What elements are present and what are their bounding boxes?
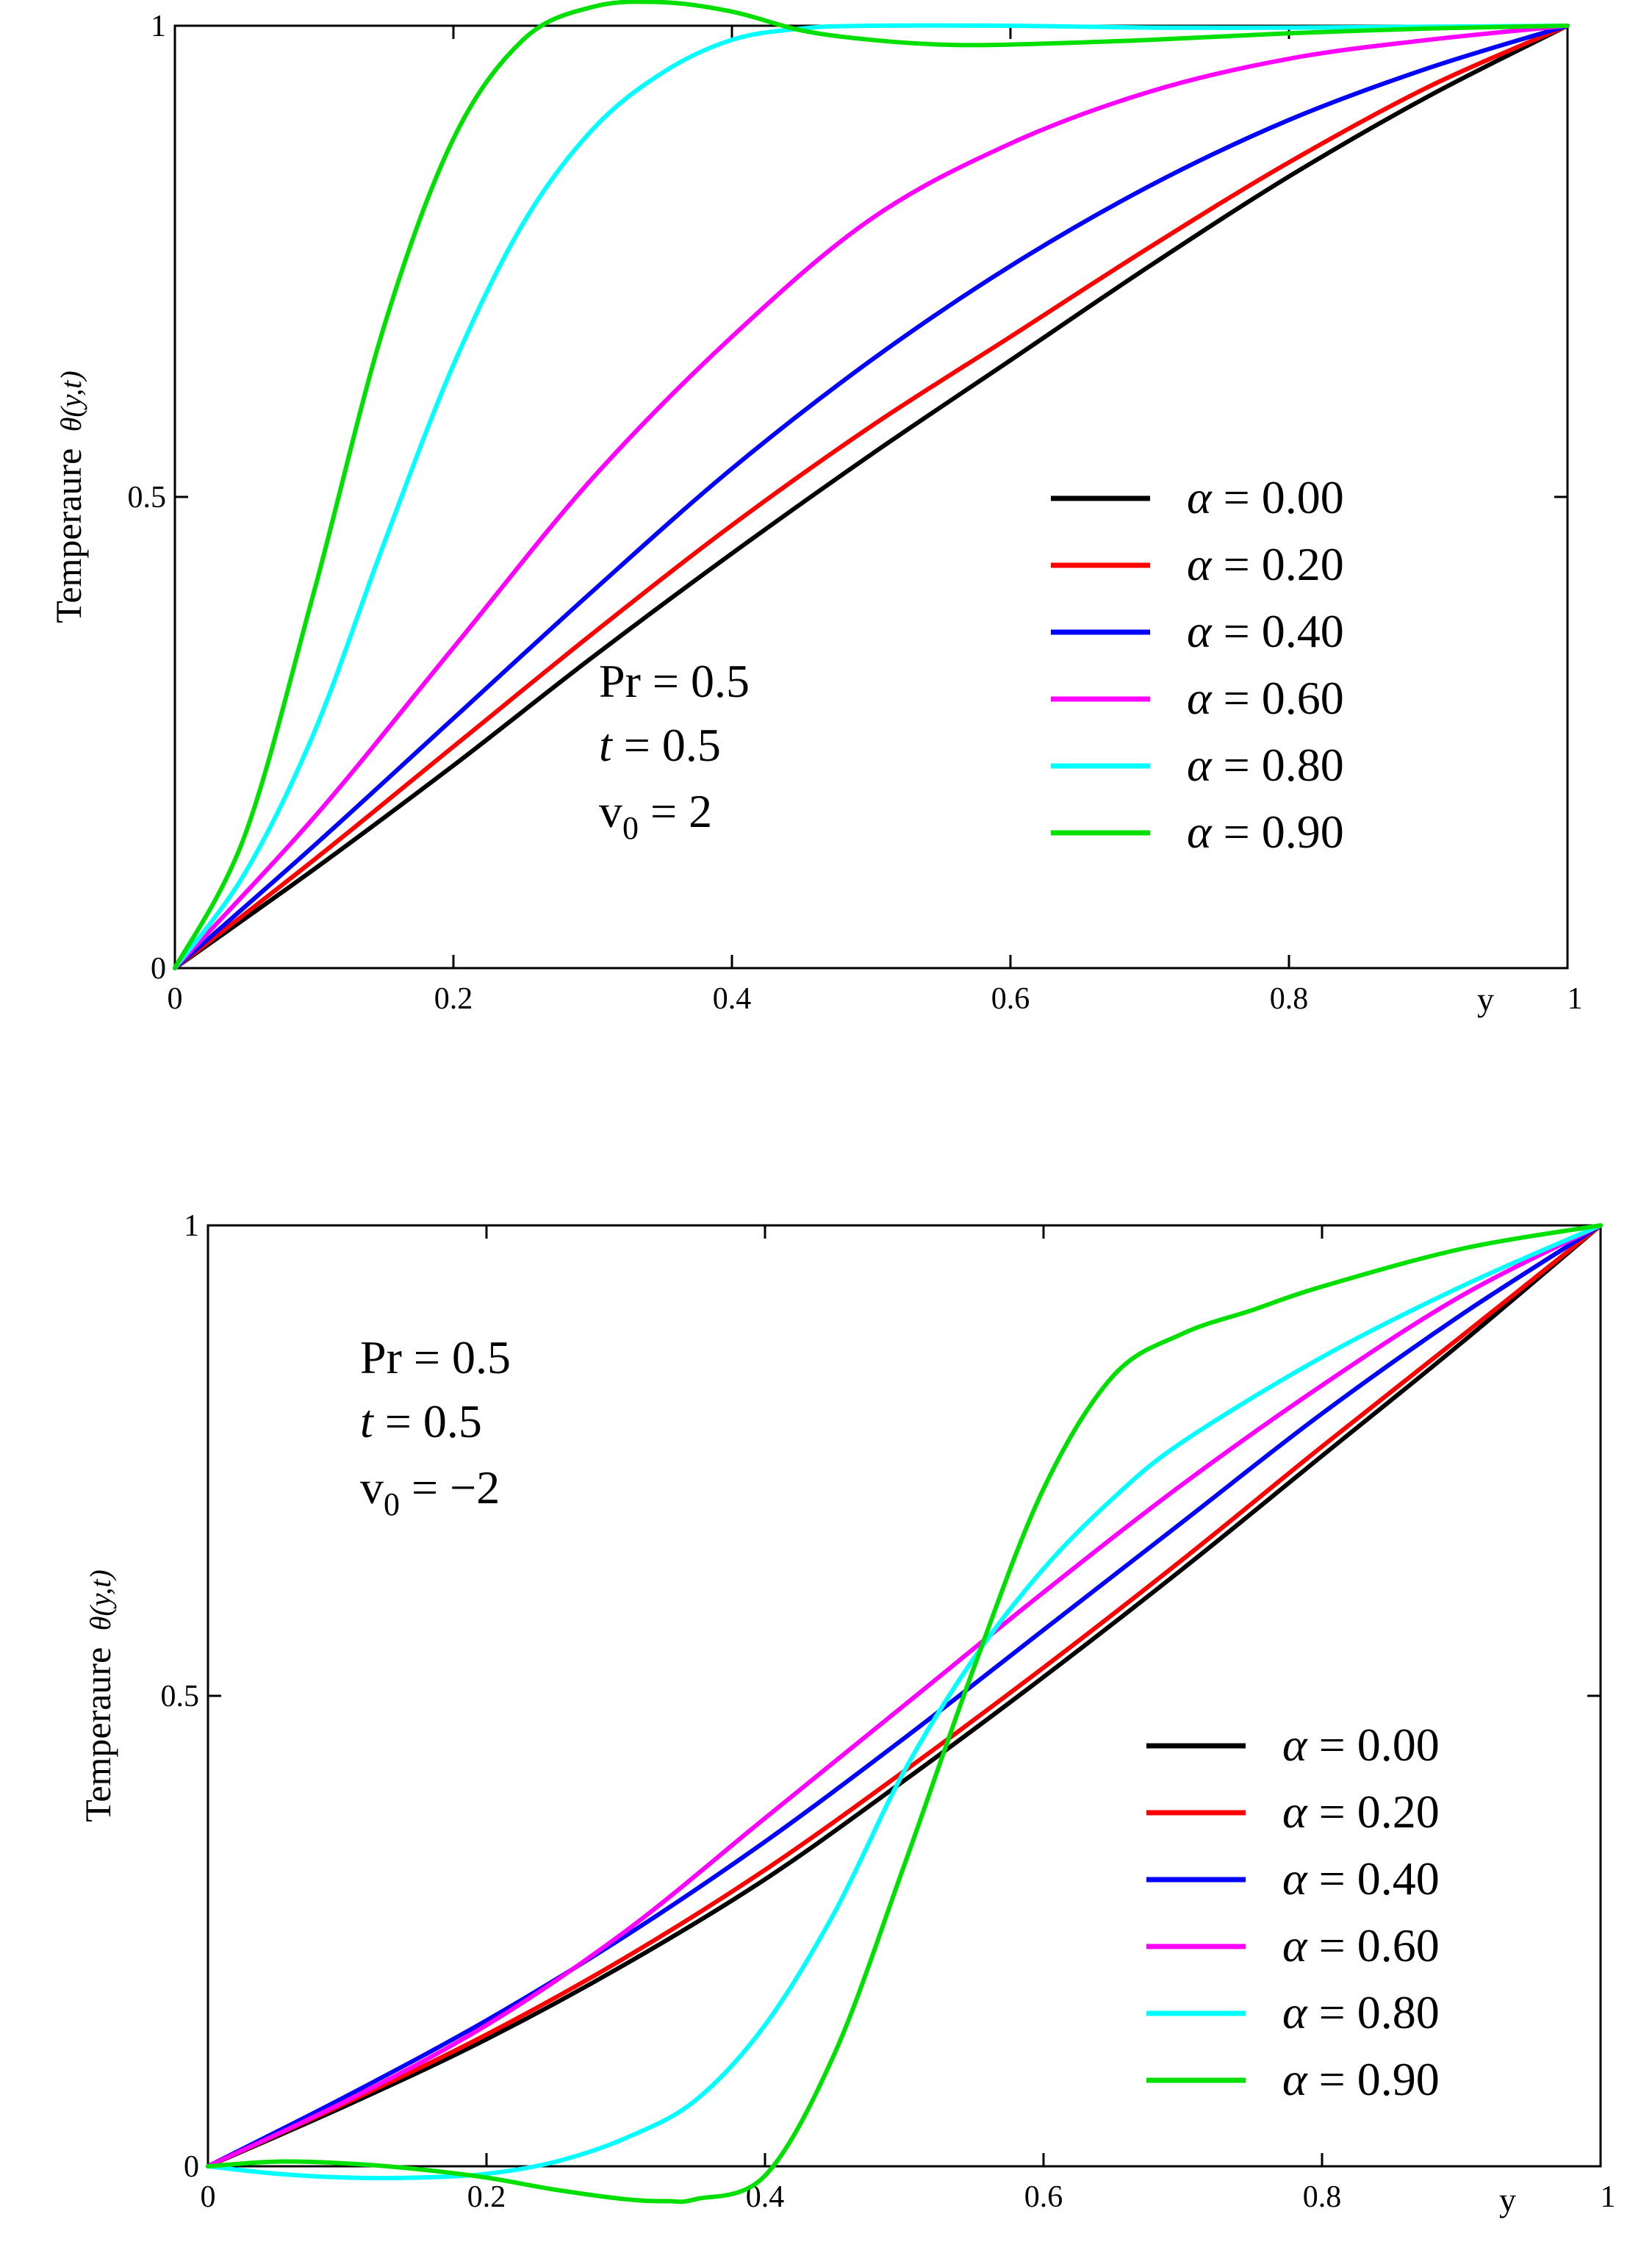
x-tick-label: 0.4	[713, 982, 752, 1016]
x-tick-label: 0	[168, 982, 183, 1016]
y-axis-label: Temperaure θ(y,t)	[48, 370, 89, 623]
chart-top: 0 0.2 0.4 0.6 0.8 100.51 Temperaure θ(y,t) y …	[48, 0, 1583, 1018]
series-line-4	[206, 1223, 1603, 2180]
x-tick-label: 0.2	[467, 2180, 506, 2214]
series-curves	[206, 1223, 1603, 2205]
param-t: t = 0.5	[599, 719, 721, 771]
legend-label: α = 0.20	[1187, 538, 1344, 590]
legend-label: α = 0.80	[1187, 739, 1344, 791]
legend-label: α = 0.40	[1282, 1852, 1440, 1905]
x-tick-label: 0.2	[434, 982, 473, 1016]
legend-label: α = 0.80	[1282, 1986, 1440, 2038]
y-axis-label: Temperaure θ(y,t)	[77, 1569, 118, 1822]
plot-frame	[173, 24, 1569, 970]
series-line-4	[173, 23, 1570, 970]
x-axis-label: y	[1477, 981, 1494, 1018]
x-tick-label: 1	[1601, 2180, 1616, 2214]
legend: α = 0.00 α = 0.20 α = 0.40 α = 0.60 α = 0.80…	[1146, 1719, 1440, 2105]
y-axis-label-text: Temperaure θ(y,t)	[48, 370, 89, 623]
x-tick-label: 0	[201, 2180, 216, 2214]
x-tick-label: 0.8	[1270, 982, 1309, 1016]
param-t: t = 0.5	[360, 1395, 482, 1447]
series-line-2	[173, 24, 1570, 970]
series-line-2	[206, 1223, 1603, 2168]
legend-label: α = 0.00	[1282, 1719, 1440, 1771]
parameter-block: Pr = 0.5 t = 0.5 v0 = −2	[360, 1331, 511, 1522]
series-line-1	[206, 1223, 1603, 2168]
series-line-5	[173, 0, 1570, 970]
y-axis-label-text: Temperaure θ(y,t)	[77, 1569, 118, 1822]
x-tick-label: 0.6	[991, 982, 1030, 1016]
legend-label: α = 0.20	[1282, 1786, 1440, 1838]
parameter-block: Pr = 0.5 t = 0.5 v0 = 2	[599, 655, 750, 846]
series-line-1	[173, 24, 1570, 970]
series-line-3	[206, 1223, 1603, 2168]
legend-label: α = 0.90	[1282, 2053, 1440, 2105]
y-tick-label: 0.5	[161, 1680, 200, 1713]
param-v0: v0 = −2	[360, 1461, 500, 1522]
series-line-0	[173, 24, 1570, 970]
legend-label: α = 0.40	[1187, 605, 1344, 657]
legend-label: α = 0.60	[1282, 1919, 1440, 1971]
y-tick-label: 0	[184, 2150, 199, 2184]
series-line-3	[173, 24, 1570, 970]
param-pr: Pr = 0.5	[360, 1331, 511, 1383]
series-line-5	[206, 1223, 1603, 2205]
x-tick-label: 1	[1567, 982, 1583, 1016]
legend-label: α = 0.60	[1187, 672, 1344, 724]
chart-bottom: 0 0.2 0.4 0.6 0.8 100.51 Temperaure θ(y,t) y …	[77, 1209, 1616, 2218]
legend: α = 0.00 α = 0.20 α = 0.40 α = 0.60 α = 0.80…	[1051, 471, 1344, 858]
legend-label: α = 0.90	[1187, 806, 1344, 858]
x-tick-label: 0.6	[1024, 2180, 1063, 2214]
series-line-0	[206, 1223, 1603, 2168]
axis-ticks: 0 0.2 0.4 0.6 0.8 100.51	[161, 1209, 1616, 2214]
legend-label: α = 0.00	[1187, 471, 1344, 523]
y-tick-label: 0.5	[128, 481, 167, 515]
x-tick-label: 0.8	[1303, 2180, 1342, 2214]
y-tick-label: 0	[151, 952, 166, 986]
param-v0: v0 = 2	[599, 785, 712, 846]
y-tick-label: 1	[184, 1209, 199, 1243]
series-curves	[173, 0, 1570, 970]
param-pr: Pr = 0.5	[599, 655, 750, 707]
y-tick-label: 1	[151, 10, 166, 43]
axis-ticks: 0 0.2 0.4 0.6 0.8 1 0 0.5 1	[128, 10, 1583, 1016]
x-axis-label: y	[1499, 2181, 1516, 2218]
